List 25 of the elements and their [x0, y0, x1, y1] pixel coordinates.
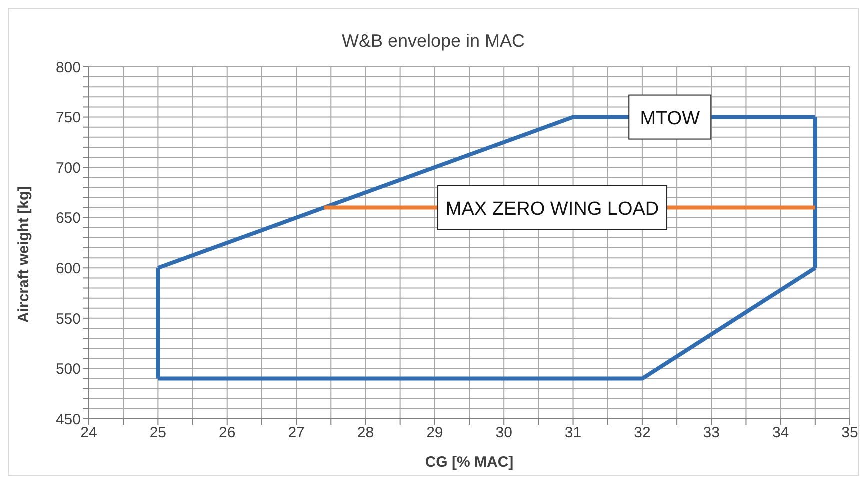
x-axis-title: CG [% MAC]	[425, 454, 514, 471]
x-tick-label: 28	[357, 424, 374, 442]
annotation: MAX ZERO WING LOAD	[446, 198, 660, 220]
x-tick-label: 25	[150, 424, 167, 442]
y-tick-label: 600	[56, 260, 81, 278]
x-tick-label: 26	[219, 424, 236, 442]
y-tick-label: 550	[56, 310, 81, 328]
y-tick-label: 450	[56, 411, 81, 428]
x-tick-label: 35	[842, 424, 858, 442]
x-tick-label: 32	[634, 424, 651, 442]
y-axis-title: Aircraft weight [kg]	[15, 186, 32, 323]
chart-title: W&B envelope in MAC	[340, 31, 526, 52]
y-tick-label: 750	[56, 110, 81, 127]
x-tick-label: 27	[288, 424, 305, 442]
y-tick-label: 800	[56, 59, 81, 76]
y-tick-label: 650	[56, 210, 81, 228]
annotation: MTOW	[640, 108, 700, 130]
x-tick-label: 34	[772, 424, 790, 442]
y-tick-label: 700	[56, 160, 81, 177]
x-tick-label: 24	[80, 424, 98, 442]
x-tick-label: 31	[564, 424, 582, 442]
y-tick-label: 500	[56, 361, 81, 378]
x-tick-label: 30	[496, 424, 512, 442]
x-tick-label: 33	[703, 424, 720, 442]
x-tick-label: 29	[426, 424, 444, 442]
